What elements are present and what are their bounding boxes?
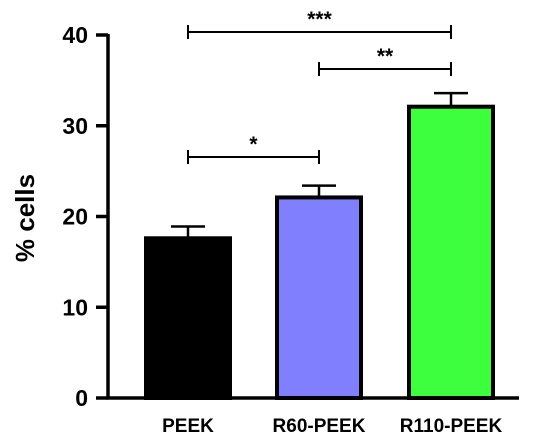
- error-bars: [171, 91, 468, 239]
- x-category-label: R110-PEEK: [400, 416, 503, 437]
- significance-label: ***: [307, 8, 332, 31]
- y-tick-label: 30: [62, 113, 88, 139]
- y-tick-label: 20: [62, 204, 88, 230]
- y-tick-label: 40: [62, 22, 88, 48]
- x-category-label: R60-PEEK: [273, 416, 366, 437]
- significance-brackets: ******: [187, 8, 452, 164]
- significance-label: *: [249, 133, 258, 156]
- y-axis-title: % cells: [10, 174, 40, 262]
- x-axis-categories: PEEK R60-PEEK R110-PEEK: [162, 416, 502, 437]
- bar-peek: [144, 236, 232, 400]
- bar-r110-peek: [407, 104, 495, 400]
- y-axis-ticks: 0 10 20 30 40: [62, 22, 108, 411]
- y-tick-label: 0: [75, 385, 88, 411]
- y-tick-label: 10: [62, 294, 88, 320]
- significance-label: **: [377, 45, 394, 68]
- bar-r60-peek: [275, 195, 363, 400]
- x-category-label: PEEK: [162, 416, 214, 437]
